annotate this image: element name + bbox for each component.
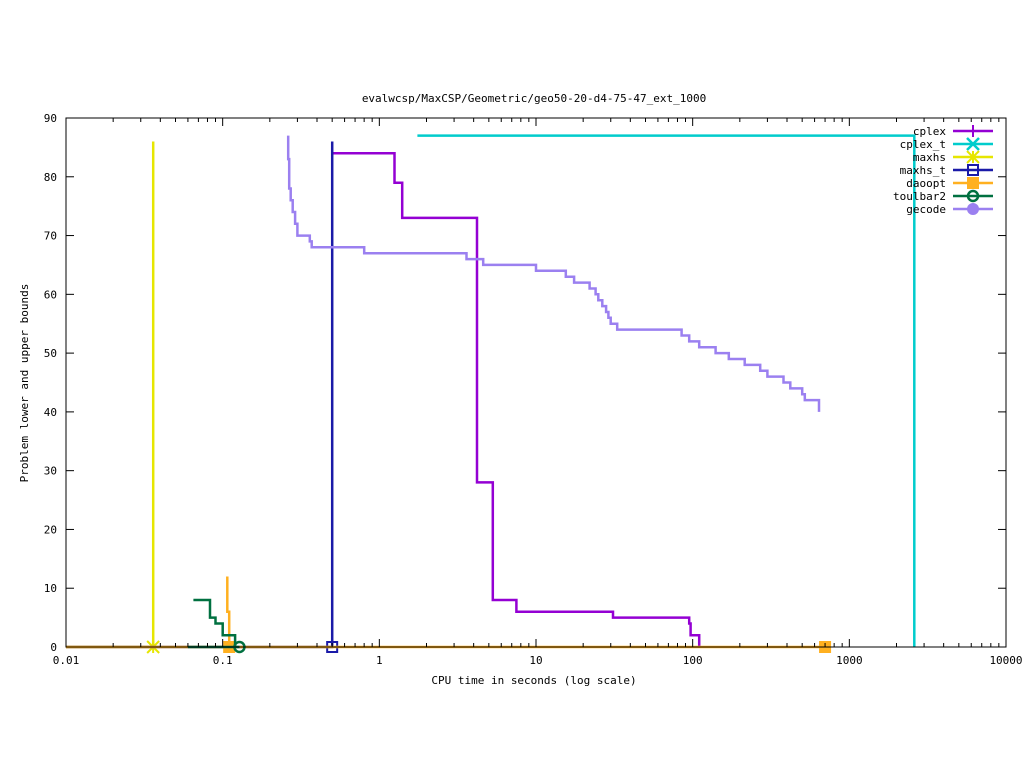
legend-marker	[967, 203, 979, 215]
series-gecode	[286, 135, 821, 412]
series-maxhs	[66, 141, 160, 654]
y-tick-label: 90	[44, 112, 57, 125]
x-tick-label: 0.01	[53, 654, 80, 667]
legend-marker	[967, 164, 979, 176]
legend-entry-gecode: gecode	[906, 203, 993, 216]
legend-label: toulbar2	[893, 190, 946, 203]
series-line-cplex_t	[417, 134, 916, 647]
plot-frame	[65, 117, 1007, 648]
series-cplex	[332, 152, 701, 647]
y-tick-label: 0	[50, 641, 57, 654]
series-line-maxhs_t	[66, 141, 334, 649]
y-tick-label: 30	[44, 465, 57, 478]
y-tick-label: 40	[44, 406, 57, 419]
chart-title: evalwcsp/MaxCSP/Geometric/geo50-20-d4-75…	[362, 92, 706, 105]
legend-label: maxhs	[913, 151, 946, 164]
legend-marker	[966, 137, 980, 151]
legend-marker	[966, 150, 980, 164]
y-axis: 0 10 20 30 40 50 60 70 80 90	[44, 112, 1006, 654]
legend-entry-maxhs_t: maxhs_t	[900, 164, 993, 177]
x-tick-label: 10	[529, 654, 542, 667]
x-tick-label: 10000	[989, 654, 1022, 667]
x-axis-label: CPU time in seconds (log scale)	[431, 674, 636, 687]
legend-marker	[966, 189, 980, 203]
series-line-maxhs	[66, 141, 155, 649]
legend-marker	[967, 177, 979, 189]
series-line-daoopt	[66, 576, 826, 649]
legend-entry-cplex: cplex	[913, 125, 993, 138]
x-tick-label: 1	[376, 654, 383, 667]
y-tick-label: 60	[44, 288, 57, 301]
series-daoopt	[66, 576, 832, 653]
series-toulbar2	[187, 598, 246, 654]
x-tick-label: 100	[683, 654, 703, 667]
series-line-toulbar2	[187, 598, 240, 649]
x-tick-label: 0.1	[213, 654, 233, 667]
x-axis: 0.01 0.1 1 10 100 1000 10000	[53, 118, 1023, 667]
y-tick-label: 70	[44, 230, 57, 243]
y-tick-label: 80	[44, 171, 57, 184]
legend-label: gecode	[906, 203, 946, 216]
legend-marker	[967, 125, 979, 137]
legend-label: daoopt	[906, 177, 946, 190]
legend: cplexcplex_tmaxhsmaxhs_tdaoopttoulbar2ge…	[893, 125, 993, 216]
series-cplex_t	[417, 134, 916, 647]
x-tick-label: 1000	[836, 654, 863, 667]
series-maxhs_t	[66, 141, 339, 653]
legend-label: maxhs_t	[900, 164, 946, 177]
legend-entry-daoopt: daoopt	[906, 177, 993, 190]
legend-label: cplex_t	[900, 138, 946, 151]
y-tick-label: 50	[44, 347, 57, 360]
series-line-cplex	[332, 152, 701, 647]
series-line-gecode	[286, 135, 821, 412]
y-tick-label: 10	[44, 582, 57, 595]
legend-entry-toulbar2: toulbar2	[893, 189, 993, 203]
legend-label: cplex	[913, 125, 946, 138]
legend-entry-maxhs: maxhs	[913, 150, 993, 164]
y-tick-label: 20	[44, 523, 57, 536]
plot-area	[66, 134, 916, 654]
y-axis-label: Problem lower and upper bounds	[18, 284, 31, 483]
legend-entry-cplex_t: cplex_t	[900, 137, 993, 151]
